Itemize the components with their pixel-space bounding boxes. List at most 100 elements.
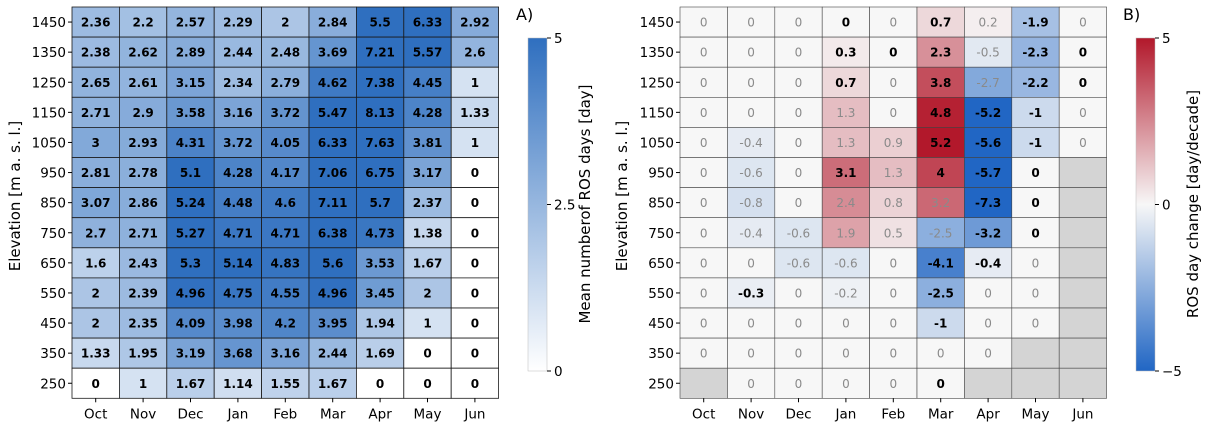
cell-value-label: 2.38: [81, 46, 111, 60]
heatmap-cell: [916, 157, 965, 188]
cell-value-label: 1: [139, 377, 147, 391]
heatmap-cell: [166, 6, 215, 38]
heatmap-cell: [821, 367, 870, 399]
cell-value-label: 7.21: [365, 46, 395, 60]
colorbar-a: [527, 37, 548, 372]
cell-value-label: 5.7: [369, 196, 390, 210]
heatmap-cell: [964, 127, 1013, 158]
x-tick-label: Mar: [928, 406, 954, 422]
heatmap-cell: [450, 307, 500, 339]
y-tick-label: 550: [40, 286, 66, 302]
heatmap-cell: [964, 187, 1013, 219]
heatmap-cell: [1058, 337, 1107, 369]
cell-value-label: 1.3: [836, 136, 855, 150]
cell-value-label: 2.86: [128, 196, 158, 210]
heatmap-cell: [821, 277, 870, 309]
heatmap-cell: [403, 367, 452, 399]
cell-value-label: 0: [423, 347, 431, 361]
cell-value-label: 3.72: [223, 136, 253, 150]
cell-value-label: 2.44: [223, 46, 253, 60]
y-tick-label: 1450: [32, 15, 66, 31]
cell-value-label: 4.73: [365, 226, 395, 240]
heatmap-cell: [1011, 367, 1060, 399]
cell-value-label: 0: [795, 286, 803, 300]
cell-value-label: 0: [747, 46, 755, 60]
heatmap-cell: [727, 36, 776, 68]
cell-value-label: 0: [795, 166, 803, 180]
cell-value-label: 2.65: [81, 76, 111, 90]
cell-value-label: 0.7: [835, 76, 856, 90]
cell-value-label: 1.3: [884, 166, 903, 180]
heatmap-cell: [119, 277, 168, 309]
y-tick-label: 350: [648, 346, 674, 362]
cell-value-label: 2.79: [270, 76, 300, 90]
heatmap-cell: [1011, 277, 1060, 309]
heatmap-cell: [916, 66, 965, 98]
heatmap-cell: [166, 157, 215, 189]
heatmap-cell: [450, 277, 500, 309]
heatmap-cell: [1058, 36, 1107, 68]
cell-value-label: 2.78: [128, 166, 158, 180]
cell-value-label: 7.06: [318, 166, 348, 180]
cell-value-label: -0.6: [739, 166, 762, 180]
cell-value-label: 3.68: [223, 347, 253, 361]
cell-value-label: 2: [92, 286, 100, 300]
heatmap-cell: [71, 66, 120, 98]
heatmap-cell: [119, 187, 168, 219]
cell-value-label: 2.2: [132, 16, 153, 30]
heatmap-cell: [1058, 66, 1107, 98]
cell-value-label: 0: [747, 377, 755, 391]
heatmap-cell: [308, 307, 357, 339]
heatmap-cell: [821, 36, 870, 68]
heatmap-cell: [1058, 367, 1107, 399]
cell-value-label: 0: [471, 347, 479, 361]
cell-value-label: 5.6: [322, 256, 343, 270]
cell-value-label: 1.67: [318, 377, 348, 391]
cell-value-label: -0.5: [976, 46, 999, 60]
cell-value-label: 0.2: [979, 16, 998, 30]
cell-value-label: 0: [423, 377, 431, 391]
heatmap-cell: [261, 367, 310, 399]
cell-value-label: 0: [700, 46, 708, 60]
y-tick-label: 850: [40, 196, 66, 212]
cell-value-label: 4.71: [270, 226, 300, 240]
cell-value-label: 0: [937, 347, 945, 361]
cell-value-label: 2: [92, 317, 100, 331]
heatmap-cell: [213, 337, 262, 369]
cell-value-label: 0: [700, 136, 708, 150]
heatmap-cell: [166, 36, 215, 68]
cell-value-label: -0.4: [739, 136, 762, 150]
heatmap-cell: [964, 97, 1013, 128]
cell-value-label: 0: [795, 136, 803, 150]
cell-value-label: -0.3: [738, 286, 764, 300]
cell-value-label: 2.84: [318, 16, 348, 30]
cell-value-label: 0: [795, 377, 803, 391]
heatmap-cell: [450, 157, 500, 189]
cell-value-label: 4: [937, 166, 945, 180]
cell-value-label: -0.2: [834, 286, 857, 300]
heatmap-cell: [261, 66, 310, 98]
x-tick-labels-b: Oct Nov Dec Jan Feb Mar Apr May Jun: [692, 398, 1093, 422]
colorbar-tick-label: 5: [554, 31, 563, 47]
colorbar-ticks-b: 5 0 −5: [1155, 31, 1182, 380]
heatmap-cell: [355, 217, 405, 249]
y-tick-label: 650: [40, 256, 66, 272]
heatmap-cell: [964, 217, 1013, 249]
cell-value-label: 2: [281, 16, 289, 30]
cell-value-label: -0.6: [787, 226, 810, 240]
heatmap-cell: [727, 6, 776, 38]
heatmap-cell: [450, 217, 500, 249]
colorbar-ticks-a: 52.50: [547, 31, 575, 380]
cell-value-label: 0: [1032, 286, 1040, 300]
heatmap-cell: [308, 6, 357, 38]
cell-value-label: 0: [471, 196, 479, 210]
cell-value-label: -0.4: [739, 226, 762, 240]
cell-value-label: 0: [889, 46, 897, 60]
heatmap-cell: [119, 367, 168, 399]
cell-value-label: 2.36: [81, 16, 111, 30]
cell-value-label: 0.7: [930, 16, 951, 30]
cell-value-label: 1: [471, 76, 479, 90]
cell-value-label: 7.63: [365, 136, 395, 150]
cell-value-label: 0: [795, 106, 803, 120]
cell-value-label: 0: [1032, 256, 1040, 270]
